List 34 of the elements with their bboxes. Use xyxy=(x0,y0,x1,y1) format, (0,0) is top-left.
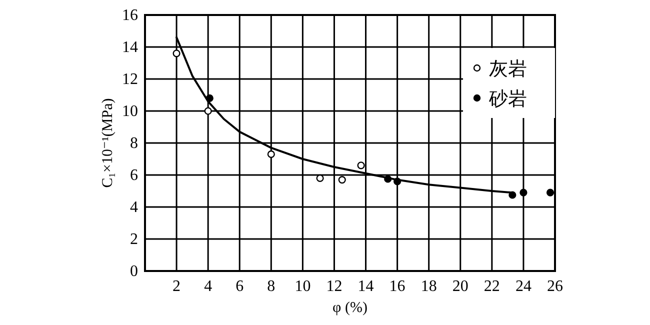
x-tick-label: 8 xyxy=(267,278,276,295)
y-tick-label: 4 xyxy=(130,199,138,216)
point xyxy=(520,188,528,196)
point xyxy=(357,162,365,170)
y-tick-label: 14 xyxy=(122,39,138,56)
x-tick-label: 4 xyxy=(204,278,212,295)
x-tick-label: 22 xyxy=(484,278,500,295)
point xyxy=(172,50,180,58)
y-tick-label: 0 xyxy=(130,263,138,280)
point xyxy=(267,150,275,158)
point xyxy=(316,174,324,182)
y-tick-label: 16 xyxy=(122,7,138,24)
legend-label: 灰岩 xyxy=(489,59,527,80)
legend-label: 砂岩 xyxy=(488,89,527,110)
x-tick-label: 2 xyxy=(172,278,181,295)
x-tick-label: 16 xyxy=(389,278,406,295)
y-tick-label: 6 xyxy=(130,167,138,184)
point xyxy=(338,176,346,184)
y-axis-title: C₁×10⁻¹(MPa) xyxy=(100,98,116,188)
x-tick-label: 12 xyxy=(326,278,342,295)
y-tick-label: 12 xyxy=(122,71,138,88)
x-tick-label: 24 xyxy=(515,278,532,295)
y-tick-label: 2 xyxy=(130,231,138,248)
x-tick-label: 6 xyxy=(236,278,244,295)
y-tick-label: 8 xyxy=(130,135,138,152)
point xyxy=(546,188,554,196)
point xyxy=(204,107,212,115)
x-tick-label: 26 xyxy=(547,278,563,295)
x-tick-label: 18 xyxy=(420,278,437,295)
x-tick-label: 20 xyxy=(452,278,468,295)
x-axis-title: φ (%) xyxy=(332,300,368,316)
x-tick-label: 14 xyxy=(358,278,374,295)
x-tick-label: 10 xyxy=(294,278,311,295)
y-tick-label: 10 xyxy=(122,103,138,120)
